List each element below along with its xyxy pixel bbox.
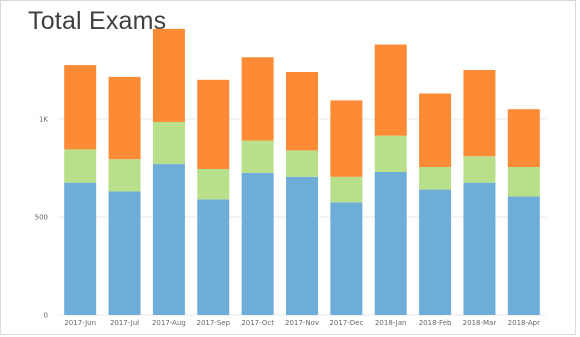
bar-segment — [419, 189, 452, 315]
x-tick-label: 2017-Sep — [196, 319, 230, 327]
bar-segment — [197, 199, 230, 315]
chart-title: Total Exams — [28, 7, 167, 35]
bar-segment — [374, 171, 407, 315]
x-tick-label: 2017-Oct — [241, 319, 274, 327]
bar-segment — [108, 159, 141, 192]
bar-segment — [463, 182, 496, 315]
bar-segment — [286, 176, 318, 315]
bar-segment — [152, 164, 185, 315]
x-tick-label: 2018-Mar — [463, 319, 497, 327]
x-tick-label: 2018-Feb — [419, 319, 452, 327]
bar-segment — [197, 79, 230, 169]
bar-segment — [330, 176, 363, 203]
y-tick-label: 1K — [39, 116, 48, 124]
x-tick-label: 2017-Jun — [64, 319, 96, 327]
bar-segment — [330, 202, 363, 315]
bars — [64, 28, 540, 315]
bar-segment — [197, 168, 230, 200]
y-axis-ticks: 0 500 1K — [35, 116, 49, 320]
bar-segment — [152, 28, 185, 122]
bar-segment — [108, 191, 141, 315]
bar-segment — [463, 156, 496, 183]
bar-segment — [507, 109, 540, 168]
bar-segment — [419, 93, 452, 168]
bar-segment — [374, 135, 407, 172]
bar-segment — [286, 71, 318, 151]
bar-segment — [507, 196, 540, 315]
x-axis-ticks: 2017-Jun 2017-Jul 2017-Aug 2017-Sep 2017-Oct… — [64, 319, 540, 327]
x-tick-label: 2018-Apr — [508, 319, 540, 327]
bar-segment — [241, 140, 274, 173]
bar-segment — [463, 70, 496, 157]
bar-segment — [108, 76, 141, 160]
y-tick-label: 0 — [44, 312, 48, 320]
bar-segment — [374, 44, 407, 136]
x-tick-label: 2017-Jul — [110, 319, 139, 327]
bar-segment — [241, 172, 274, 315]
bar-segment — [419, 167, 452, 190]
bar-segment — [152, 121, 185, 165]
x-tick-label: 2017-Dec — [329, 319, 363, 327]
x-tick-label: 2017-Nov — [285, 319, 319, 327]
bar-segment — [64, 149, 97, 183]
bar-segment — [330, 100, 363, 177]
bar-segment — [507, 167, 540, 197]
bar-segment — [286, 150, 318, 177]
y-tick-label: 500 — [35, 214, 48, 222]
bar-segment — [64, 65, 97, 150]
x-tick-label: 2018-Jan — [375, 319, 407, 327]
bar-segment — [64, 182, 97, 315]
x-tick-label: 2017-Aug — [152, 319, 186, 327]
bar-segment — [241, 57, 274, 141]
